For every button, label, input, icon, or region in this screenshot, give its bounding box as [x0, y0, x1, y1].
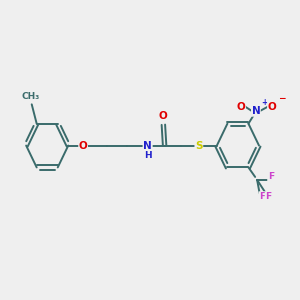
Text: F: F: [265, 192, 271, 201]
Text: O: O: [268, 102, 276, 112]
Text: N: N: [143, 140, 152, 151]
Text: S: S: [195, 140, 203, 151]
Text: +: +: [261, 98, 268, 106]
Text: O: O: [237, 102, 245, 112]
Text: H: H: [144, 151, 152, 160]
Text: −: −: [278, 94, 285, 103]
Text: N: N: [251, 106, 260, 116]
Text: F: F: [259, 192, 265, 201]
Text: O: O: [158, 111, 167, 122]
Text: CH₃: CH₃: [21, 92, 40, 101]
Text: O: O: [79, 140, 88, 151]
Text: F: F: [268, 172, 274, 182]
